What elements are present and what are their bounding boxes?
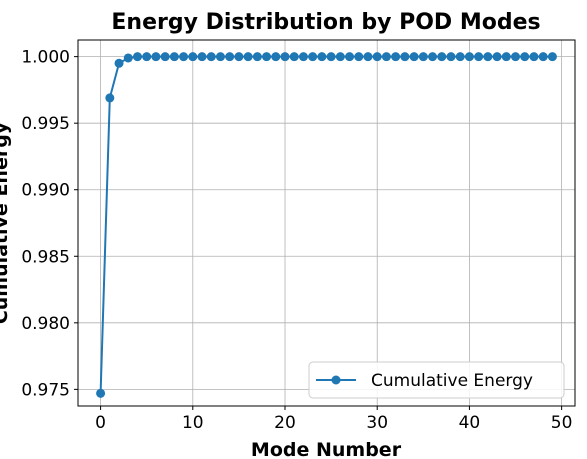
data-point — [142, 52, 152, 62]
legend-box — [308, 361, 565, 399]
x-tick-label: 30 — [366, 413, 388, 433]
data-point — [252, 52, 262, 62]
data-point — [409, 52, 419, 62]
legend: Cumulative Energy — [308, 361, 565, 399]
data-point — [262, 52, 272, 62]
x-tick-label: 50 — [551, 413, 573, 433]
data-point — [474, 52, 484, 62]
data-point — [418, 52, 428, 62]
data-point — [215, 52, 225, 62]
x-tick-label: 40 — [459, 413, 481, 433]
data-point — [169, 52, 179, 62]
y-axis-label: Cumulative Energy — [0, 121, 12, 324]
y-tick-label: 0.980 — [21, 314, 70, 334]
x-tick-label: 0 — [95, 413, 106, 433]
data-point — [308, 52, 318, 62]
data-point — [520, 52, 530, 62]
data-point — [96, 388, 106, 398]
x-tick-label: 10 — [182, 413, 204, 433]
data-point — [483, 52, 493, 62]
data-point — [206, 52, 216, 62]
y-tick-label: 0.990 — [21, 181, 70, 201]
data-point — [234, 52, 244, 62]
data-point — [501, 52, 511, 62]
y-tick-label: 0.975 — [21, 380, 70, 400]
data-point — [381, 52, 391, 62]
series-layer — [96, 52, 557, 398]
data-point — [455, 52, 465, 62]
data-point — [317, 52, 327, 62]
data-point — [179, 52, 189, 62]
data-point — [243, 52, 253, 62]
data-point — [428, 52, 438, 62]
data-point — [446, 52, 456, 62]
data-point — [326, 52, 336, 62]
plot-frame — [77, 39, 576, 407]
series-line — [99, 55, 553, 394]
data-point — [289, 52, 299, 62]
data-point — [151, 52, 161, 62]
data-point — [298, 52, 308, 62]
data-point — [529, 52, 539, 62]
data-point — [538, 52, 548, 62]
data-point — [160, 52, 170, 62]
x-tick-label: 20 — [274, 413, 296, 433]
data-point — [372, 52, 382, 62]
data-point — [271, 52, 281, 62]
x-ticks: 0 10 20 30 40 50 — [95, 406, 572, 433]
y-ticks: 0.975 0.980 0.985 0.990 0.995 1.000 — [21, 48, 78, 400]
data-point — [363, 52, 373, 62]
x-axis-label: Mode Number — [251, 439, 402, 459]
data-point — [188, 52, 198, 62]
data-point — [280, 52, 290, 62]
legend-label: Cumulative Energy — [371, 371, 533, 391]
y-tick-label: 0.995 — [21, 114, 70, 134]
data-point — [547, 52, 557, 62]
data-point — [391, 52, 401, 62]
data-point — [132, 52, 142, 62]
data-point — [335, 52, 345, 62]
legend-marker-swatch — [331, 375, 341, 385]
data-point — [511, 52, 521, 62]
data-point — [105, 93, 115, 103]
data-point — [123, 53, 133, 63]
grid — [78, 40, 575, 406]
data-point — [114, 58, 124, 68]
data-point — [354, 52, 364, 62]
data-point — [464, 52, 474, 62]
y-tick-label: 0.985 — [21, 247, 70, 267]
data-point — [400, 52, 410, 62]
data-point — [345, 52, 355, 62]
data-point — [197, 52, 207, 62]
data-point — [225, 52, 235, 62]
y-tick-label: 1.000 — [21, 48, 70, 68]
chart-title: Energy Distribution by POD Modes — [111, 10, 540, 35]
data-point — [437, 52, 447, 62]
data-point — [492, 52, 502, 62]
